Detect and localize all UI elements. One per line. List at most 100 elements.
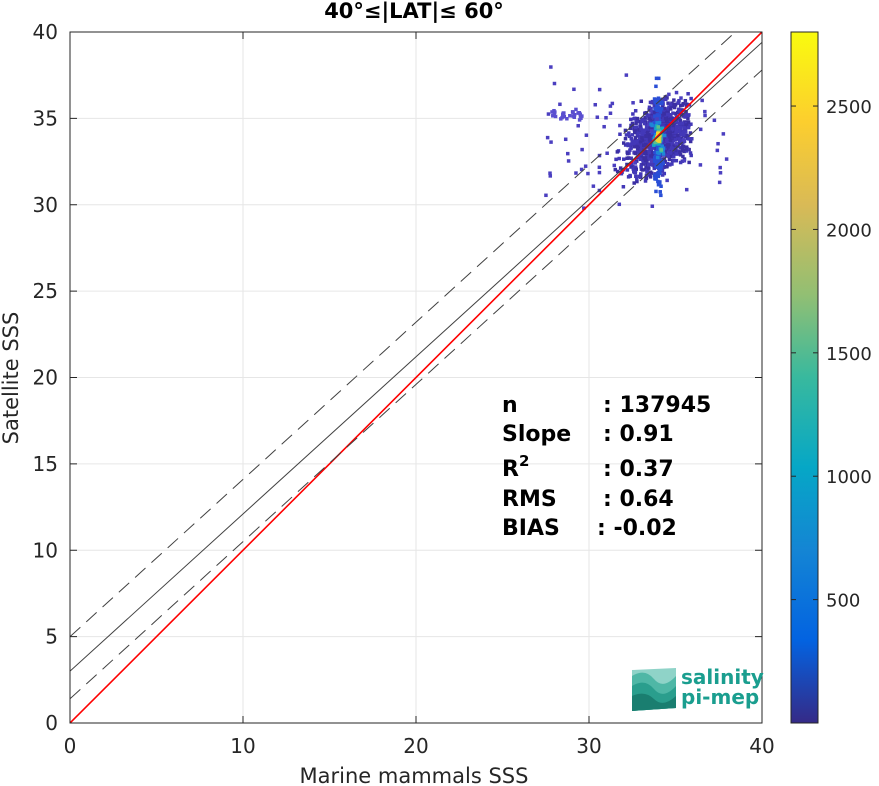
density-core [657,120,662,125]
density-outlier [703,109,707,114]
density-cell [638,157,643,162]
density-cell [643,115,647,120]
density-core [657,142,661,146]
density-cell [633,151,638,156]
density-cell [631,112,635,116]
density-cell [677,135,681,140]
density-cell [676,150,680,154]
density-cell [654,189,658,194]
density-cell [679,108,684,112]
density-cell [678,103,683,108]
density-cell [639,165,643,169]
y-tick-label: 10 [33,538,58,562]
density-cell [652,156,657,160]
density-outlier [718,171,723,175]
density-cell [685,102,689,107]
density-cell [648,140,652,145]
density-cell [648,100,653,105]
density-cell [688,151,693,155]
density-outlier [576,123,580,128]
density-outlier [577,111,581,115]
density-cell [637,174,642,179]
y-tick-label: 0 [45,711,58,735]
density-outlier [565,151,570,156]
density-cell [688,139,693,144]
density-cell [666,161,670,166]
density-cell [665,112,670,117]
density-cell [662,171,667,176]
density-outlier [552,112,556,117]
density-cell [661,124,665,128]
density-cell [665,138,669,143]
density-cell [662,165,666,169]
density-cell [632,170,637,175]
density-cell [619,171,624,176]
density-outlier [682,159,687,163]
density-cell [653,114,657,118]
density-cell [674,111,678,116]
stat-label-slope: Slope [502,422,571,447]
density-cell [677,129,681,133]
stat-label-bias: BIAS [502,516,560,541]
density-cell [665,136,670,141]
logo: salinity pi-mep [632,665,764,711]
density-cell [680,146,684,151]
density-core [655,155,660,160]
density-outlier [580,147,584,152]
density-cell [651,146,655,150]
density-cell [617,156,621,161]
fit-lower-line [70,69,762,700]
density-cell [678,160,683,165]
density-cell [678,118,683,123]
density-cell [614,157,618,162]
density-cell [667,149,671,153]
density-cell [663,116,668,121]
y-tick-label: 35 [33,106,58,130]
density-cell [652,97,657,101]
density-cell [637,137,642,141]
density-outlier [602,124,606,129]
stat-label-rms: RMS [502,487,557,512]
density-cell [647,166,651,170]
density-cell [629,156,633,161]
density-cell [664,97,668,102]
regression-lines [70,32,762,723]
density-cell [629,142,634,146]
density-cell [639,127,643,131]
density-cell [656,179,660,184]
colorbar-tick-label: 500 [826,591,860,612]
density-cell [661,161,665,166]
density-core [656,125,661,129]
density-outlier [717,180,722,185]
density-core [649,122,653,126]
density-cell [665,141,670,145]
density-outlier [631,101,635,105]
density-cell [657,154,662,158]
density-cell [682,126,687,130]
density-cell [621,157,626,161]
density-core [652,143,656,147]
density-cell [639,172,643,176]
density-cell [650,115,655,119]
density-outlier [593,102,598,107]
density-cell [623,143,628,147]
density-cell [689,96,693,101]
density-outlier [608,104,613,108]
density-cell [686,92,690,96]
density-cell [640,119,644,124]
density-core [661,152,666,156]
stat-value-n: : 137945 [603,393,711,418]
density-core [656,131,660,136]
density-cell [677,121,682,126]
y-tick-label: 30 [33,193,58,217]
density-outlier [633,161,638,165]
density-core [660,126,665,131]
density-cell [641,162,645,166]
density-outlier [548,171,552,175]
density-cell [668,138,673,142]
density-cell [682,130,687,134]
density-outlier [718,165,722,170]
density-cell [684,149,689,153]
density-cell [649,137,654,141]
density-cell [650,171,654,175]
